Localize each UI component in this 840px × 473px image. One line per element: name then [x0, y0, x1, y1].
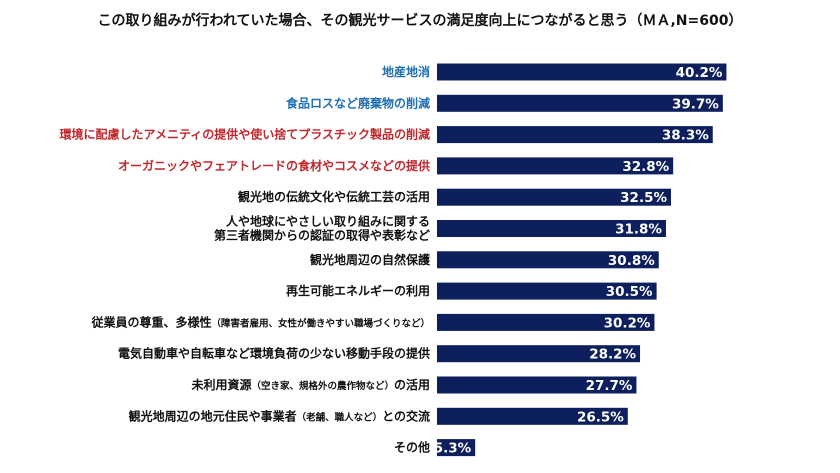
bar-8 — [437, 313, 655, 331]
category-label-5-line-0: 人や地球にやさしい取り組みに関する — [226, 214, 430, 229]
bar-7 — [437, 282, 657, 300]
value-label-3: 32.8% — [622, 159, 669, 175]
value-label-4: 32.5% — [620, 190, 667, 206]
category-label-6: 観光地周辺の自然保護 — [310, 252, 431, 267]
category-label-3: オーガニックやフェアトレードの食材やコスメなどの提供 — [118, 158, 430, 173]
value-label-2: 38.3% — [662, 128, 709, 144]
bar-11 — [437, 407, 628, 425]
value-label-9: 28.2% — [589, 347, 636, 363]
category-label-2: 環境に配慮したアメニティの提供や使い捨てプラスチック製品の削減 — [60, 127, 430, 142]
bar-2 — [437, 126, 713, 144]
bar-10 — [437, 376, 637, 394]
category-label-9: 電気自動車や自転車など環境負荷の少ない移動手段の提供 — [118, 346, 430, 361]
category-label-12: その他 — [394, 440, 430, 455]
value-label-11: 26.5% — [577, 409, 624, 425]
category-label-11: 観光地周辺の地元住民や事業者（老舗、職人など）との交流 — [129, 408, 430, 423]
value-label-5: 31.8% — [615, 222, 662, 238]
bar-1 — [437, 94, 723, 112]
value-label-0: 40.2% — [676, 65, 723, 81]
bar-3 — [437, 157, 674, 175]
category-label-4: 観光地の伝統文化や伝統工芸の活用 — [238, 189, 430, 204]
value-label-8: 30.2% — [604, 315, 651, 331]
bar-5 — [437, 220, 666, 237]
bar-4 — [437, 188, 671, 206]
bar-9 — [437, 345, 641, 363]
category-label-1: 食品ロスなど廃棄物の削減 — [285, 95, 430, 110]
category-label-0: 地産地消 — [382, 64, 430, 79]
value-label-7: 30.5% — [606, 284, 653, 300]
category-label-7: 再生可能エネルギーの利用 — [286, 283, 430, 298]
bar-6 — [437, 251, 659, 269]
bar-12 — [437, 439, 476, 457]
category-label-8: 従業員の尊重、多様性（障害者雇用、女性が働きやすい職場づくりなど） — [90, 314, 430, 329]
value-label-12: 5.3% — [434, 441, 472, 457]
value-label-10: 27.7% — [586, 378, 633, 394]
category-label-5-line-1: 第三者機関からの認証の取得や表彰など — [214, 228, 430, 243]
bar-0 — [437, 63, 727, 81]
chart-title: この取り組みが行われていた場合、その観光サービスの満足度向上につながると思う（Ｍ… — [97, 13, 743, 29]
category-label-10: 未利用資源（空き家、規格外の農作物など）の活用 — [190, 377, 430, 392]
value-label-1: 39.7% — [672, 96, 719, 112]
value-label-6: 30.8% — [608, 253, 655, 269]
